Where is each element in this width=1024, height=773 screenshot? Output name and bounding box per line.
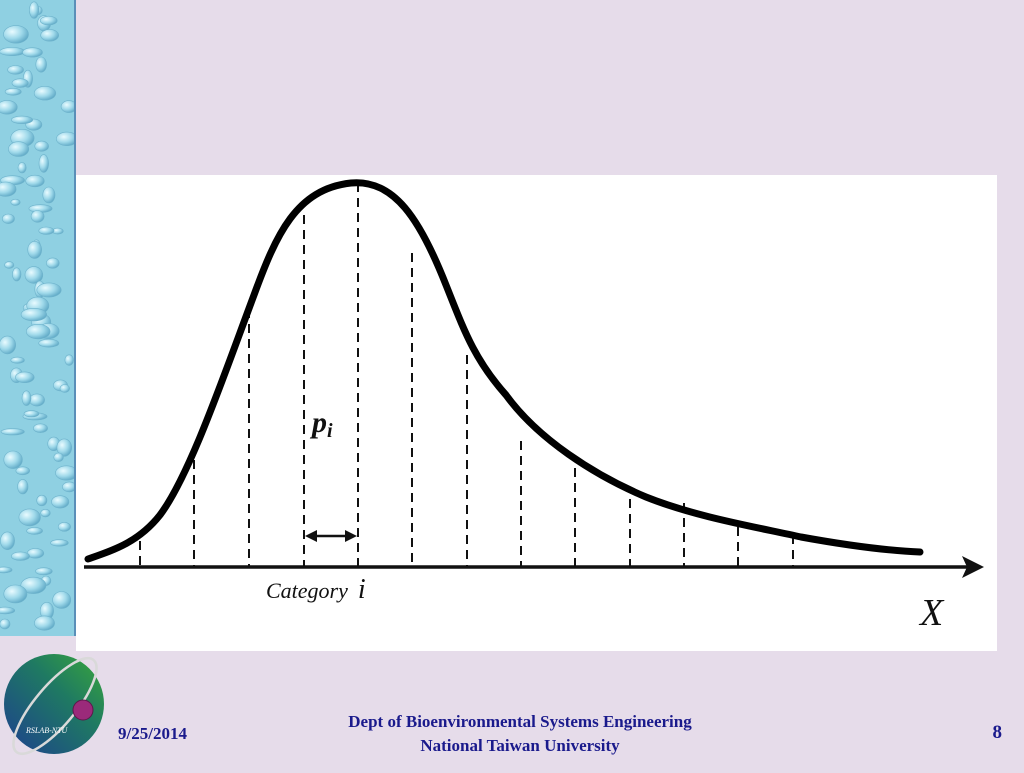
water-drop <box>0 531 15 550</box>
probability-label-main: p <box>309 406 327 439</box>
water-drop <box>22 47 43 58</box>
water-drop <box>46 257 60 269</box>
water-drop <box>8 141 30 157</box>
water-drop <box>56 131 74 146</box>
water-drop <box>7 65 24 75</box>
water-drop <box>12 267 22 282</box>
water-drop <box>36 494 48 507</box>
water-drop <box>26 527 43 535</box>
category-label-word: Category <box>266 578 348 603</box>
water-drop <box>0 618 11 630</box>
water-drop <box>11 78 29 88</box>
water-drop <box>29 393 45 407</box>
water-drop <box>38 338 60 348</box>
x-axis-label: X <box>918 592 945 634</box>
logo-text: RSLAB-NTU <box>25 726 69 735</box>
x-axis-arrowhead <box>962 556 984 578</box>
category-label: Category i <box>266 574 366 605</box>
water-drop <box>20 308 48 322</box>
water-drop <box>18 508 41 527</box>
water-drop <box>15 371 35 383</box>
water-drop <box>0 428 25 436</box>
water-drop <box>0 335 16 355</box>
water-drop <box>1 213 15 224</box>
category-width-arrow <box>305 530 357 542</box>
water-drop <box>55 465 74 481</box>
water-drop <box>10 356 25 364</box>
water-drop <box>0 181 17 197</box>
water-drop <box>21 390 32 406</box>
water-drop <box>40 29 60 42</box>
water-drop <box>25 174 45 188</box>
category-width-arrowhead-left <box>305 530 317 542</box>
probability-label-subscript: i <box>327 420 333 442</box>
water-drop <box>11 551 30 561</box>
page-number: 8 <box>992 722 1003 743</box>
water-drops-pattern <box>0 1 74 631</box>
water-drop <box>33 85 57 101</box>
water-drop <box>0 606 16 615</box>
water-drop <box>56 438 73 457</box>
figure-panel: pi Category i X <box>76 175 997 651</box>
water-drop <box>10 198 21 206</box>
water-drop <box>38 154 49 173</box>
water-drop <box>4 88 22 96</box>
water-drop <box>20 576 47 594</box>
water-drop <box>17 162 27 174</box>
water-drop <box>52 591 72 609</box>
density-curve <box>84 179 924 563</box>
category-label-index: i <box>358 574 366 605</box>
water-drop <box>34 140 49 152</box>
water-drop <box>15 466 30 476</box>
water-drop <box>3 450 23 469</box>
footer-department-line-1: Dept of Bioenvironmental Systems Enginee… <box>348 712 692 731</box>
side-decoration-strip <box>0 0 76 636</box>
water-drop <box>33 423 48 433</box>
logo-graphic: RSLAB-NTU <box>4 654 104 755</box>
water-drop <box>26 324 51 340</box>
probability-label: pi <box>309 406 333 442</box>
water-drop <box>40 508 51 518</box>
water-drop <box>11 115 33 124</box>
water-drop <box>0 566 13 574</box>
water-drop <box>17 479 29 495</box>
water-drop <box>0 100 18 115</box>
water-drop <box>57 521 71 532</box>
category-boundary-lines <box>139 183 794 567</box>
water-drop <box>62 481 74 493</box>
water-drop <box>34 615 55 631</box>
water-drop <box>59 384 70 393</box>
water-drop <box>27 240 43 259</box>
water-drop <box>3 25 29 44</box>
water-drop <box>23 410 40 418</box>
water-drop <box>0 47 26 56</box>
footer-department: Dept of Bioenvironmental Systems Enginee… <box>300 710 740 758</box>
water-drop <box>24 266 44 284</box>
footer-department-line-2: National Taiwan University <box>420 736 620 755</box>
water-drop <box>64 354 74 366</box>
water-drop <box>36 282 62 298</box>
footer-date: 9/25/2014 <box>118 724 187 743</box>
water-drop <box>35 567 53 576</box>
water-drop <box>3 584 28 604</box>
water-drop <box>60 100 74 113</box>
water-drop <box>30 210 45 223</box>
water-drop <box>38 226 55 235</box>
water-drop <box>42 186 56 204</box>
water-drop <box>51 495 70 509</box>
water-drop <box>53 452 64 462</box>
water-drop <box>35 56 47 73</box>
distribution-diagram: pi Category i X <box>84 179 984 634</box>
rslab-logo: RSLAB-NTU <box>0 640 110 768</box>
water-drop <box>4 261 15 269</box>
water-drop <box>50 539 69 547</box>
water-drop <box>29 1 40 19</box>
category-width-arrowhead-right <box>345 530 357 542</box>
water-drop <box>39 15 58 26</box>
